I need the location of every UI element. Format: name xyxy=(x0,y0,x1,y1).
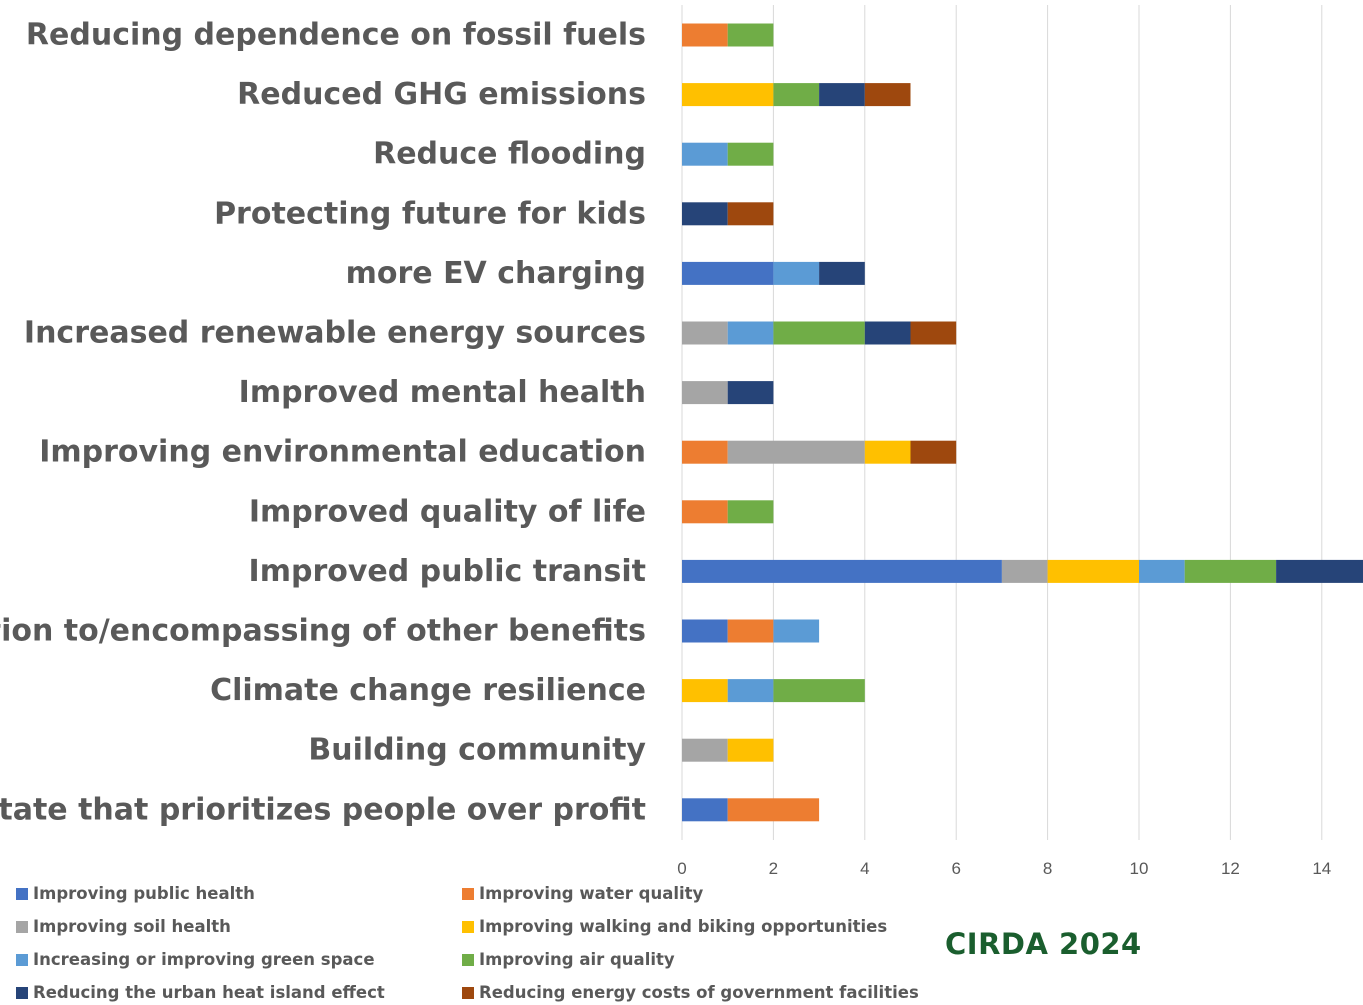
legend-label: Improving soil health xyxy=(33,917,231,936)
bar-segment xyxy=(682,679,728,703)
category-label: Improved quality of life xyxy=(249,494,646,529)
x-tick-label: 8 xyxy=(1043,859,1052,878)
legend-label: Increasing or improving green space xyxy=(33,950,375,969)
bar-segment xyxy=(682,23,728,47)
bar-segment xyxy=(727,142,774,166)
bar-segment xyxy=(727,798,820,822)
x-tick-label: 6 xyxy=(951,859,960,878)
category-label: Improved public transit xyxy=(249,554,646,589)
category-label: Climate change resilience xyxy=(210,673,646,708)
legend-item: Improving public health xyxy=(16,884,255,903)
legend-label: Improving water quality xyxy=(479,884,704,903)
bar-segment xyxy=(682,261,774,285)
bar-segment xyxy=(727,619,774,643)
legend-item: Improving air quality xyxy=(462,950,675,969)
bar-segment xyxy=(864,83,911,107)
category-labels: Reducing dependence on fossil fuels Reduc… xyxy=(0,18,646,828)
category-label: Protecting future for kids xyxy=(214,196,646,231)
bar-segment xyxy=(727,679,774,703)
x-tick-label: 12 xyxy=(1221,859,1240,878)
bar-segment xyxy=(1047,559,1139,583)
bar-segment xyxy=(773,321,865,345)
category-label: Improved mental health xyxy=(239,375,646,410)
bar-segment xyxy=(727,500,774,524)
bar-segment xyxy=(773,619,820,643)
category-label: A state that prioritizes people over pro… xyxy=(0,792,646,827)
bar-segment xyxy=(910,321,957,345)
x-tick-label: 10 xyxy=(1130,859,1149,878)
bar-segment xyxy=(1184,559,1277,583)
legend-item: Reducing energy costs of government faci… xyxy=(462,983,919,1002)
bar-segment xyxy=(1139,559,1185,583)
bars xyxy=(682,23,1363,822)
x-tick-labels: 0 2 4 6 8 10 12 14 xyxy=(677,859,1331,878)
legend-label: Improving air quality xyxy=(479,950,675,969)
category-label: more EV charging xyxy=(346,256,646,291)
legend-swatch xyxy=(16,953,28,966)
category-label: Improving environmental education xyxy=(39,435,646,470)
x-tick-label: 4 xyxy=(860,859,869,878)
legend-item: Improving soil health xyxy=(16,917,231,936)
bar-segment xyxy=(682,559,1002,583)
bar-segment xyxy=(727,381,774,405)
bar-segment xyxy=(864,440,911,464)
bar-segment xyxy=(682,381,728,405)
legend-item: Improving water quality xyxy=(462,884,703,903)
bar-segment xyxy=(682,142,728,166)
legend-item: Increasing or improving green space xyxy=(16,950,375,969)
gridlines xyxy=(681,5,1323,840)
bar-segment xyxy=(727,23,774,47)
bar-segment xyxy=(1001,559,1048,583)
bar-segment xyxy=(727,321,774,345)
legend-swatch xyxy=(462,887,474,900)
legend-item: Reducing the urban heat island effect xyxy=(16,983,385,1002)
legend-swatch xyxy=(16,920,28,933)
bar-segment xyxy=(682,798,728,822)
category-label: Connection to/encompassing of other bene… xyxy=(0,614,646,649)
bar-segment xyxy=(727,202,774,226)
bar-segment xyxy=(682,500,728,524)
legend-swatch xyxy=(462,920,474,933)
bar-segment xyxy=(819,83,865,107)
legend-label: Improving public health xyxy=(33,884,255,903)
legend-label: Improving walking and biking opportuniti… xyxy=(479,917,888,936)
legend-swatch xyxy=(462,953,474,966)
legend: Improving public health Improving water q… xyxy=(16,884,919,1004)
x-tick-label: 0 xyxy=(677,859,686,878)
category-label: Building community xyxy=(308,733,646,768)
bar-segment xyxy=(864,321,911,345)
legend-swatch xyxy=(462,986,474,999)
bar-segment xyxy=(1276,559,1363,583)
legend-label: Reducing the urban heat island effect xyxy=(33,983,385,1002)
x-tick-label: 2 xyxy=(769,859,778,878)
bar-segment xyxy=(727,738,774,762)
legend-swatch xyxy=(16,887,28,900)
bar-segment xyxy=(773,261,820,285)
bar-segment xyxy=(682,738,728,762)
bar-segment xyxy=(682,619,728,643)
bar-segment xyxy=(819,261,865,285)
category-label: Increased renewable energy sources xyxy=(24,316,646,351)
bar-segment xyxy=(727,440,865,464)
bar-segment xyxy=(773,679,865,703)
watermark: CIRDA 2024 xyxy=(945,927,1142,961)
category-label: Reducing dependence on fossil fuels xyxy=(26,18,646,53)
bar-segment xyxy=(682,321,728,345)
legend-label: Reducing energy costs of government faci… xyxy=(479,983,919,1002)
bar-segment xyxy=(682,202,728,226)
legend-item: Improving walking and biking opportuniti… xyxy=(462,917,887,936)
x-tick-label: 14 xyxy=(1312,859,1331,878)
bar-segment xyxy=(682,83,774,107)
category-label: Reduce flooding xyxy=(373,137,646,172)
bar-segment xyxy=(682,440,728,464)
legend-swatch xyxy=(16,986,28,999)
category-label: Reduced GHG emissions xyxy=(237,77,646,112)
bar-segment xyxy=(910,440,957,464)
bar-segment xyxy=(773,83,820,107)
